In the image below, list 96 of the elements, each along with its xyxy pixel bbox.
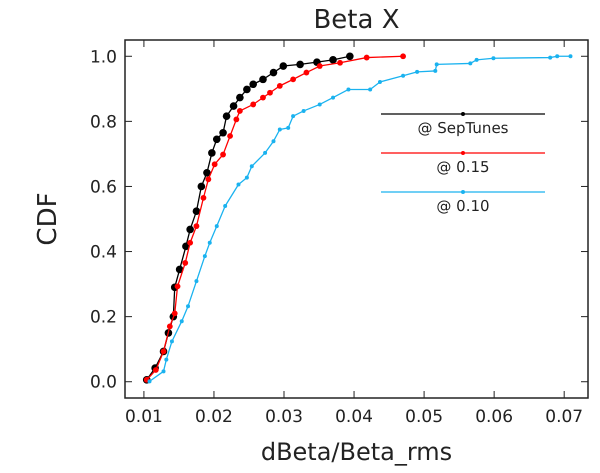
point [267, 90, 273, 96]
y-tick-label: 1.0 [90, 47, 117, 68]
point [302, 108, 306, 113]
point [400, 53, 406, 60]
point [364, 54, 370, 60]
point [198, 182, 206, 190]
y-tick-label: 0.6 [90, 177, 117, 198]
point [203, 168, 211, 177]
point [346, 52, 354, 60]
point [205, 176, 212, 182]
point [474, 58, 479, 62]
point [568, 54, 572, 58]
point [291, 114, 296, 118]
point [186, 304, 190, 308]
point [148, 379, 152, 384]
point [433, 68, 438, 73]
x-tick-label: 0.05 [405, 407, 444, 427]
point [220, 152, 226, 158]
point [243, 86, 251, 94]
point [233, 116, 240, 122]
point [208, 149, 216, 157]
x-tick-label: 0.01 [124, 407, 163, 427]
point [186, 226, 194, 234]
point [200, 194, 206, 201]
point [290, 76, 296, 82]
x-tick-label: 0.07 [545, 407, 584, 427]
point [249, 80, 257, 88]
point [263, 150, 268, 155]
point [182, 260, 188, 266]
point [212, 135, 221, 144]
point [250, 102, 256, 108]
point [276, 82, 283, 89]
y-tick-label: 0.2 [90, 308, 117, 328]
point [491, 56, 496, 60]
point [180, 319, 184, 324]
point [166, 324, 173, 330]
point [415, 70, 420, 74]
point [401, 74, 406, 78]
point [222, 112, 230, 120]
point [174, 283, 180, 290]
y-axis-title: CDF [33, 192, 63, 246]
point [230, 102, 238, 110]
point [194, 279, 198, 284]
x-tick-label: 0.06 [475, 407, 514, 427]
point [162, 369, 166, 374]
point [259, 76, 267, 84]
legend-label: @ 0.10 [436, 197, 490, 215]
point [260, 94, 266, 101]
point [236, 182, 240, 186]
point [212, 161, 218, 168]
point [555, 54, 560, 58]
x-tick-label: 0.03 [265, 407, 303, 427]
point [214, 224, 219, 228]
point [271, 139, 276, 144]
point [187, 240, 194, 246]
point [172, 310, 178, 316]
point [202, 254, 207, 258]
point [434, 62, 439, 66]
point [194, 223, 200, 230]
x-tick-label: 0.02 [195, 407, 233, 427]
point [152, 367, 159, 373]
point [219, 128, 227, 137]
point [250, 164, 254, 168]
legend-label: @ 0.15 [436, 158, 490, 176]
point [164, 358, 168, 362]
point [331, 96, 336, 100]
y-tick-label: 0.8 [90, 112, 117, 132]
point [192, 207, 200, 215]
y-tick-label: 0.4 [90, 242, 117, 263]
point [378, 80, 382, 84]
legend-label: @ SepTunes [418, 119, 509, 137]
point [280, 62, 288, 70]
point [170, 339, 174, 344]
point [316, 63, 323, 69]
x-tick-label: 0.04 [335, 407, 373, 427]
point [223, 204, 228, 208]
point [368, 87, 372, 92]
point [346, 87, 350, 92]
point [236, 108, 243, 114]
point [304, 70, 310, 76]
point [244, 176, 249, 180]
point [236, 94, 244, 102]
y-tick-label: 0.0 [90, 372, 117, 393]
point [337, 60, 343, 66]
point [329, 56, 337, 64]
point [296, 60, 304, 68]
point [548, 56, 552, 60]
chart-title: Beta X [313, 5, 400, 35]
point [318, 102, 322, 106]
x-axis-title: dBeta/Beta_rms [260, 438, 452, 466]
point [227, 133, 233, 139]
point [286, 126, 290, 130]
point [468, 61, 472, 66]
point [270, 68, 278, 76]
point [208, 240, 212, 245]
point [278, 128, 282, 132]
